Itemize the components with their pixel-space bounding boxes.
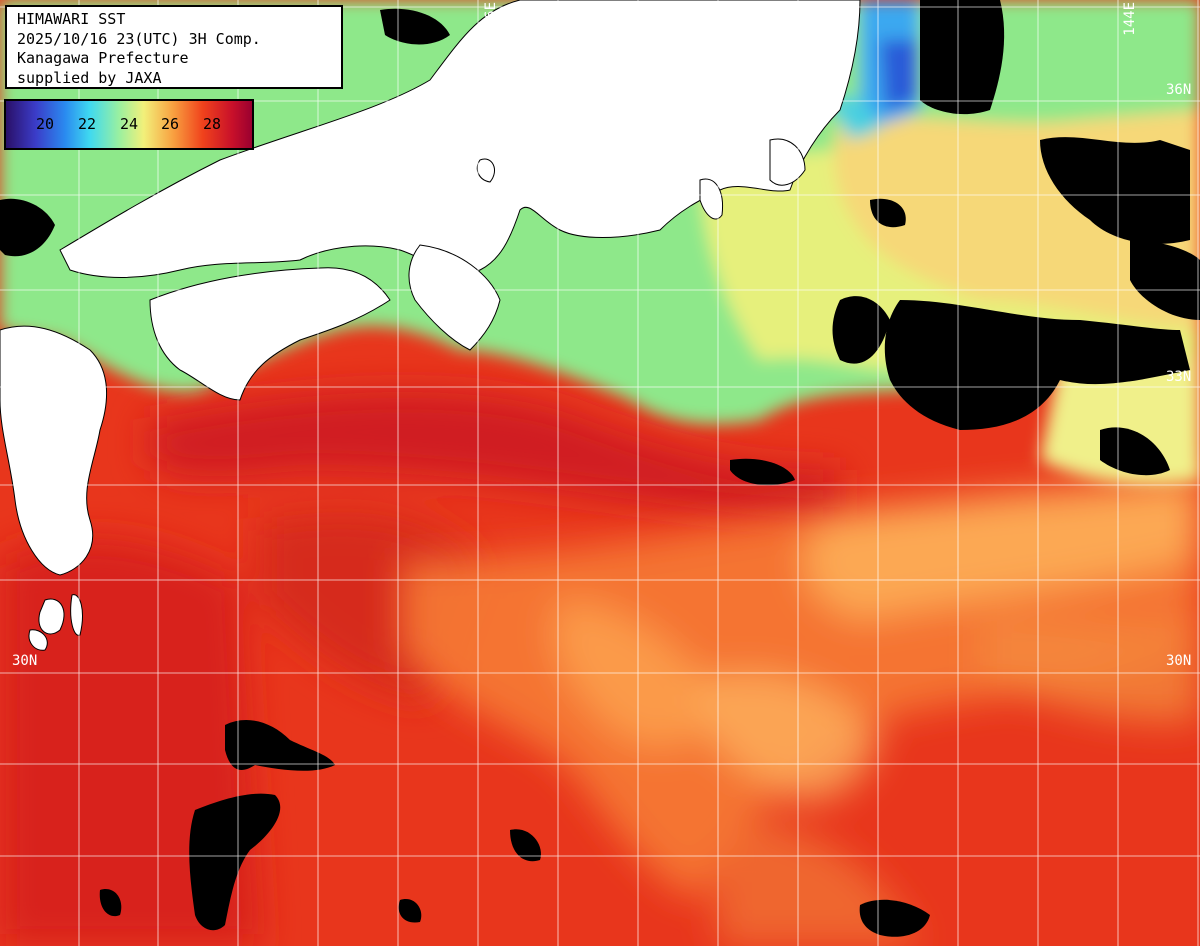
land-kii [408,244,501,351]
lon-label-144e: 144E [1122,2,1138,36]
cloud-sw-1 [225,720,335,771]
legend-tick-22: 22 [78,115,97,133]
lon-label-136e: 136E [483,2,499,36]
cloud-s-1 [510,829,541,862]
cloud-patch-3 [730,458,795,486]
land-small-izu [476,158,495,183]
lat-label-30n-right: 30N [1166,653,1192,669]
cloud-east-large [884,300,1190,430]
land-shikoku [149,267,391,401]
cloud-nw-2 [380,8,450,45]
land-masses [0,0,861,651]
land-honshu [59,0,861,278]
cloud-se-1 [859,899,930,937]
land-kyushu [0,325,108,576]
mild-eddies [400,470,1200,946]
title-box: HIMAWARI SST 2025/10/16 23(UTC) 3H Comp.… [5,5,343,89]
legend-tick-28: 28 [203,115,222,133]
cloud-northeast [920,0,1005,115]
title-datetime: 2025/10/16 23(UTC) 3H Comp. [17,29,261,48]
land-island-2 [28,629,48,651]
lat-label-33n: 33N [1166,369,1192,385]
lat-label-30n-left: 30N [12,653,38,669]
cloud-sw-2 [189,793,281,931]
title-satellite: HIMAWARI SST [17,10,126,28]
cloud-patch-1 [870,198,906,228]
cloud-sw-3 [99,889,122,917]
temperature-legend: 20 22 24 26 28 [4,99,254,150]
cloud-ne-band [1040,137,1190,244]
land-tanegashima [70,594,83,636]
cloud-band-mid [832,296,890,364]
cloud-ne-2 [1130,240,1200,320]
land-island-1 [38,598,65,635]
cloud-sw-4 [398,899,422,923]
cloud-nw-1 [0,198,55,257]
lat-label-36n: 36N [1166,82,1192,98]
cloud-patch-2 [1100,427,1170,476]
legend-tick-20: 20 [36,115,55,133]
legend-tick-24: 24 [120,115,139,133]
land-izu [699,178,724,220]
title-credit: supplied by JAXA [17,68,162,87]
legend-tick-26: 26 [161,115,180,133]
land-boso [769,138,806,186]
title-region: Kanagawa Prefecture [17,49,189,67]
